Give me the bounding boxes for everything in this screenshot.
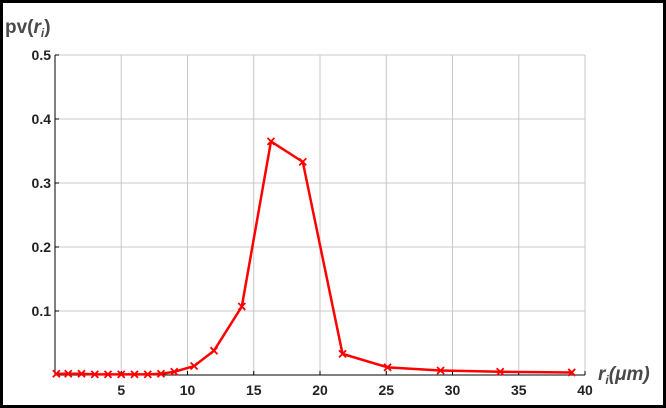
x-tick-label: 15 [246, 382, 262, 398]
data-point-marker [383, 363, 392, 372]
marker-group [52, 137, 576, 379]
x-tick-label: 25 [378, 382, 394, 398]
y-tick-label: 0.1 [32, 303, 52, 319]
x-axis-label: ri(μm) [598, 364, 650, 387]
x-tick-label: 35 [511, 382, 527, 398]
data-point-marker [117, 370, 126, 379]
data-point-marker [90, 370, 99, 379]
x-tick-labels: 5 10 15 20 25 30 35 40 [117, 371, 593, 398]
x-tick-label: 10 [180, 382, 196, 398]
y-tick-label: 0.4 [32, 111, 52, 127]
data-point-marker [77, 369, 86, 378]
x-tick-label: 20 [312, 382, 328, 398]
series-group [56, 140, 572, 376]
x-tick-label: 30 [445, 382, 461, 398]
y-tick-label: 0.5 [32, 47, 52, 63]
y-tick-label: 0.2 [32, 239, 52, 255]
data-point-marker [64, 369, 73, 378]
data-point-marker [170, 367, 179, 376]
grid-lines [55, 54, 586, 375]
data-point-marker [298, 157, 307, 167]
data-point-marker [143, 370, 152, 379]
x-tick-label: 40 [577, 382, 593, 398]
data-point-marker [103, 370, 113, 379]
data-point-marker [189, 361, 199, 371]
y-tick-label: 0.3 [32, 175, 52, 191]
y-axis-label: pv(ri) [5, 17, 51, 40]
data-point-marker [52, 369, 61, 378]
data-point-marker [266, 137, 276, 146]
series-line [56, 140, 572, 376]
data-point-marker [567, 368, 576, 377]
data-point-marker [436, 366, 445, 375]
data-point-marker [237, 302, 246, 311]
y-tick-labels: 0.1 0.2 0.3 0.4 0.5 [32, 47, 59, 319]
data-point-marker [496, 367, 505, 376]
data-point-marker [209, 346, 219, 355]
x-tick-label: 5 [117, 382, 125, 398]
data-point-marker [156, 369, 166, 378]
data-point-marker [130, 370, 139, 379]
data-point-marker [338, 349, 347, 359]
